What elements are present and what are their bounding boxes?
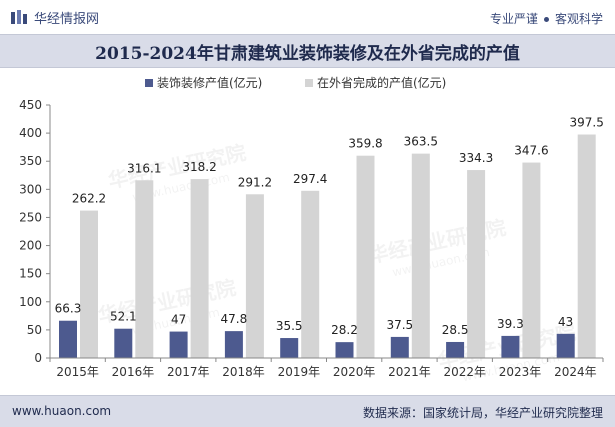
x-tick-label: 2015年: [56, 365, 99, 379]
x-tick-label: 2024年: [554, 365, 597, 379]
y-tick-label: 200: [19, 239, 42, 253]
y-tick-label: 250: [19, 210, 42, 224]
x-tick-label: 2019年: [278, 365, 321, 379]
x-tick-label: 2020年: [333, 365, 376, 379]
x-tick-label: 2022年: [443, 365, 486, 379]
bar-decoration-value: [59, 320, 77, 358]
bars: [59, 134, 596, 358]
legend-item: 在外省完成的产值(亿元): [305, 75, 446, 90]
bar-decoration-value: [390, 336, 409, 358]
x-tick-label: 2023年: [499, 365, 542, 379]
tagline: 专业严谨 客观科学: [490, 10, 603, 27]
x-tick-label: 2016年: [112, 365, 155, 379]
legend-label: 装饰装修产值(亿元): [157, 75, 262, 90]
data-label: 318.2: [182, 160, 216, 174]
data-label: 262.2: [72, 192, 106, 206]
bar-decoration-value: [501, 335, 520, 358]
y-tick-label: 400: [19, 126, 42, 140]
data-label: 28.5: [442, 323, 469, 337]
legend-swatch: [145, 79, 153, 87]
bar-outside-province-value: [190, 179, 209, 358]
footer-website: www.huaon.com: [12, 404, 112, 418]
title-bar: 2015-2024年甘肃建筑业装饰装修及在外省完成的产值: [0, 34, 615, 68]
y-tick-label: 50: [27, 323, 42, 337]
bar-chart: 华经产业研究院www.huaon.com华经产业研究院www.huaon.com…: [19, 75, 604, 384]
data-label: 359.8: [348, 137, 382, 151]
bar-decoration-value: [335, 342, 354, 358]
x-axis: 2015年 2016年 2017年 2018年 2019年 2020年 2021年 2022年…: [49, 357, 604, 379]
x-tick-label: 2018年: [222, 365, 265, 379]
data-label: 397.5: [570, 116, 604, 130]
bar-outside-province-value: [356, 155, 375, 358]
bar-outside-province-value: [80, 210, 98, 358]
bar-decoration-value: [169, 331, 188, 358]
y-tick-label: 0: [34, 351, 42, 365]
chart-title: 2015-2024年甘肃建筑业装饰装修及在外省完成的产值: [95, 43, 520, 64]
separator-dot-icon: [543, 17, 549, 22]
tagline-left: 专业严谨: [489, 12, 538, 26]
bar-outside-province-value: [522, 162, 541, 358]
brand: 华经情报网: [10, 8, 99, 27]
bar-decoration-value: [446, 341, 465, 358]
y-tick-label: 100: [19, 295, 42, 309]
legend-label: 在外省完成的产值(亿元): [317, 75, 446, 90]
top-bar: 华经情报网 专业严谨 客观科学: [0, 0, 615, 34]
bar-outside-province-value: [135, 180, 154, 358]
data-labels: 66.3 52.1 47 47.8 35.5 28.2 37.5 28.5 39.3 43 262.…: [55, 116, 604, 338]
bar-outside-province-value: [411, 153, 430, 358]
brand-name: 华经情报网: [34, 12, 100, 27]
y-tick-label: 450: [19, 98, 42, 112]
bar-decoration-value: [224, 331, 243, 358]
x-tick-label: 2017年: [167, 365, 210, 379]
data-label: 47.8: [221, 312, 248, 326]
data-label: 47: [171, 313, 186, 327]
data-label: 334.3: [459, 151, 493, 165]
bar-decoration-value: [556, 333, 575, 358]
y-tick-label: 350: [19, 154, 42, 168]
y-tick-label: 150: [19, 267, 42, 281]
footer-source: 数据来源：国家统计局，华经产业研究院整理: [362, 406, 603, 420]
legend-swatch: [305, 79, 313, 87]
y-tick-label: 300: [19, 182, 42, 196]
bar-outside-province-value: [467, 170, 486, 358]
legend-item: 装饰装修产值(亿元): [145, 75, 262, 90]
data-label: 291.2: [238, 175, 272, 189]
data-label: 316.1: [127, 161, 161, 175]
bar-decoration-value: [280, 338, 299, 358]
data-label: 35.5: [276, 319, 303, 333]
bar-outside-province-value: [245, 194, 264, 358]
data-label: 66.3: [55, 302, 82, 316]
data-label: 363.5: [404, 135, 438, 149]
bar-outside-province-value: [577, 134, 596, 358]
data-label: 297.4: [293, 172, 327, 186]
y-axis: 0 50 100 150 200 250 300 350 400 450: [19, 98, 51, 365]
data-label: 43: [558, 315, 573, 329]
tagline-right: 客观科学: [554, 12, 603, 26]
footer: www.huaon.com 数据来源：国家统计局，华经产业研究院整理: [0, 395, 615, 427]
data-label: 37.5: [386, 318, 413, 332]
legend: 装饰装修产值(亿元) 在外省完成的产值(亿元): [145, 75, 446, 90]
x-tick-label: 2021年: [388, 365, 431, 379]
brand-logo-icon: [11, 9, 27, 24]
data-label: 39.3: [497, 317, 524, 331]
data-label: 347.6: [514, 144, 548, 158]
bar-outside-province-value: [301, 190, 320, 358]
bar-decoration-value: [114, 328, 133, 358]
data-label: 28.2: [331, 323, 358, 337]
data-label: 52.1: [110, 310, 137, 324]
